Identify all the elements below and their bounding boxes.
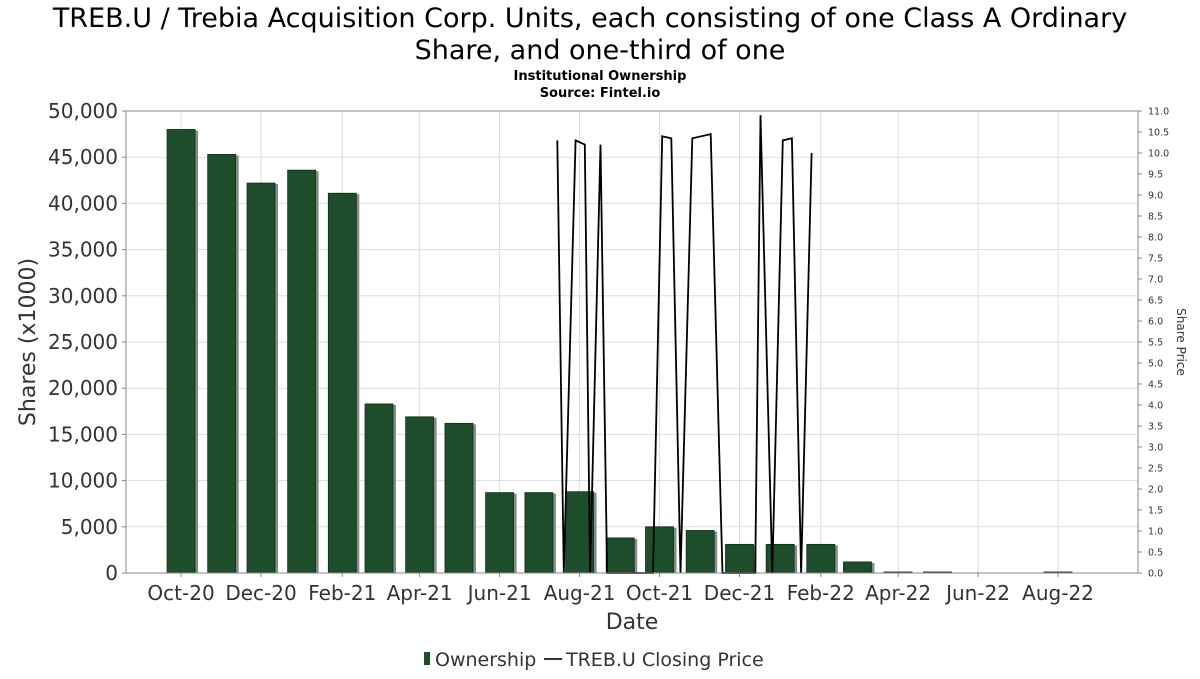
y-tick-label: 15,000 — [48, 422, 118, 446]
x-tick-label: Oct-20 — [147, 581, 214, 605]
x-tick-label: Dec-21 — [704, 581, 775, 605]
ownership-bar — [485, 492, 515, 574]
ownership-bar — [843, 561, 872, 574]
y2-tick-label: 1.5 — [1148, 506, 1163, 517]
ownership-bar — [806, 543, 836, 574]
x-tick-label: Jun-22 — [944, 581, 1010, 605]
y2-tick-label: 10.0 — [1148, 149, 1169, 160]
y2-tick-label: 9.0 — [1148, 191, 1163, 202]
y2-tick-label: 1.0 — [1148, 527, 1163, 538]
y2-tick-label: 0.5 — [1148, 548, 1163, 559]
x-tick-label: Jun-21 — [466, 581, 532, 605]
ownership-bar — [327, 192, 357, 574]
y-tick-label: 5,000 — [61, 515, 118, 539]
y-tick-label: 50,000 — [48, 99, 118, 123]
y2-tick-label: 5.0 — [1148, 359, 1163, 370]
y-tick-label: 10,000 — [48, 469, 118, 493]
ownership-bar — [166, 129, 196, 574]
x-tick-label: Aug-21 — [544, 581, 616, 605]
y-tick-label: 20,000 — [48, 376, 118, 400]
y2-tick-label: 6.5 — [1148, 296, 1163, 307]
x-tick-label: Feb-21 — [308, 581, 376, 605]
ownership-bar — [207, 154, 237, 574]
y2-tick-label: 7.0 — [1148, 275, 1163, 286]
ownership-bar — [765, 543, 795, 574]
y2-tick-label: 2.0 — [1148, 485, 1163, 496]
ownership-bar — [287, 169, 317, 574]
y2-tick-label: 5.5 — [1148, 338, 1163, 349]
ownership-bar — [645, 526, 674, 574]
ownership-bars — [166, 129, 1073, 574]
y-tick-label: 30,000 — [48, 284, 118, 308]
legend-price-label: TREB.U Closing Price — [565, 649, 764, 671]
chart-subtitle-line-2: Source: Fintel.io — [540, 86, 661, 101]
y2-tick-label: 0.0 — [1148, 569, 1163, 580]
ownership-bar — [444, 422, 474, 574]
legend-ownership-swatch — [424, 652, 430, 665]
y2-tick-label: 4.0 — [1148, 401, 1163, 412]
chart-title-line-2: Share, and one-third of one — [415, 35, 786, 66]
x-tick-label: Feb-22 — [787, 581, 855, 605]
ownership-bar — [524, 492, 554, 574]
legend-ownership-label: Ownership — [435, 649, 536, 671]
y2-tick-label: 10.5 — [1148, 128, 1169, 139]
ownership-bar — [405, 416, 435, 574]
ownership-bar — [605, 537, 635, 574]
ownership-bar — [685, 530, 715, 574]
chart-subtitle-line-1: Institutional Ownership — [514, 69, 687, 84]
x-tick-label: Dec-20 — [225, 581, 296, 605]
ownership-bar — [725, 543, 754, 574]
ownership-bar — [364, 403, 394, 574]
y2-tick-label: 7.5 — [1148, 254, 1163, 265]
y-tick-label: 40,000 — [48, 191, 118, 215]
x-axis-label: Date — [606, 610, 659, 635]
y2-axis-label: Share Price — [1174, 308, 1188, 376]
x-tick-label: Oct-21 — [626, 581, 693, 605]
chart-title-line-1: TREB.U / Trebia Acquisition Corp. Units,… — [52, 3, 1127, 34]
y-tick-label: 25,000 — [48, 330, 118, 354]
y-axis-label: Shares (x1000) — [16, 258, 41, 426]
y-axis-left: 0 5,000 10,000 15,000 20,000 25,000 30,000 35,0… — [48, 99, 126, 585]
y-tick-label: 35,000 — [48, 238, 118, 262]
x-tick-label: Apr-21 — [387, 581, 453, 605]
x-axis: Oct-20 Dec-20 Feb-21 Apr-21 Jun-21 Aug-21 Oct-… — [147, 573, 1094, 605]
y2-tick-label: 8.0 — [1148, 233, 1163, 244]
y2-tick-label: 4.5 — [1148, 380, 1163, 391]
y2-tick-label: 9.5 — [1148, 170, 1163, 181]
y2-tick-label: 11.0 — [1148, 107, 1169, 118]
legend: Ownership TREB.U Closing Price — [424, 649, 764, 671]
x-tick-label: Apr-22 — [865, 581, 931, 605]
ownership-bar — [246, 182, 276, 574]
y-tick-label: 0 — [105, 561, 118, 585]
y2-tick-label: 3.0 — [1148, 443, 1163, 454]
y2-tick-label: 6.0 — [1148, 317, 1163, 328]
y-axis-right: 0.0 0.5 1.0 1.5 2.0 2.5 3.0 3.5 4.0 4.5 5.0 5.5 6.0 6… — [1138, 107, 1169, 580]
y-tick-label: 45,000 — [48, 145, 118, 169]
x-tick-label: Aug-22 — [1022, 581, 1094, 605]
y2-tick-label: 2.5 — [1148, 464, 1163, 475]
y2-tick-label: 3.5 — [1148, 422, 1163, 433]
y2-tick-label: 8.5 — [1148, 212, 1163, 223]
